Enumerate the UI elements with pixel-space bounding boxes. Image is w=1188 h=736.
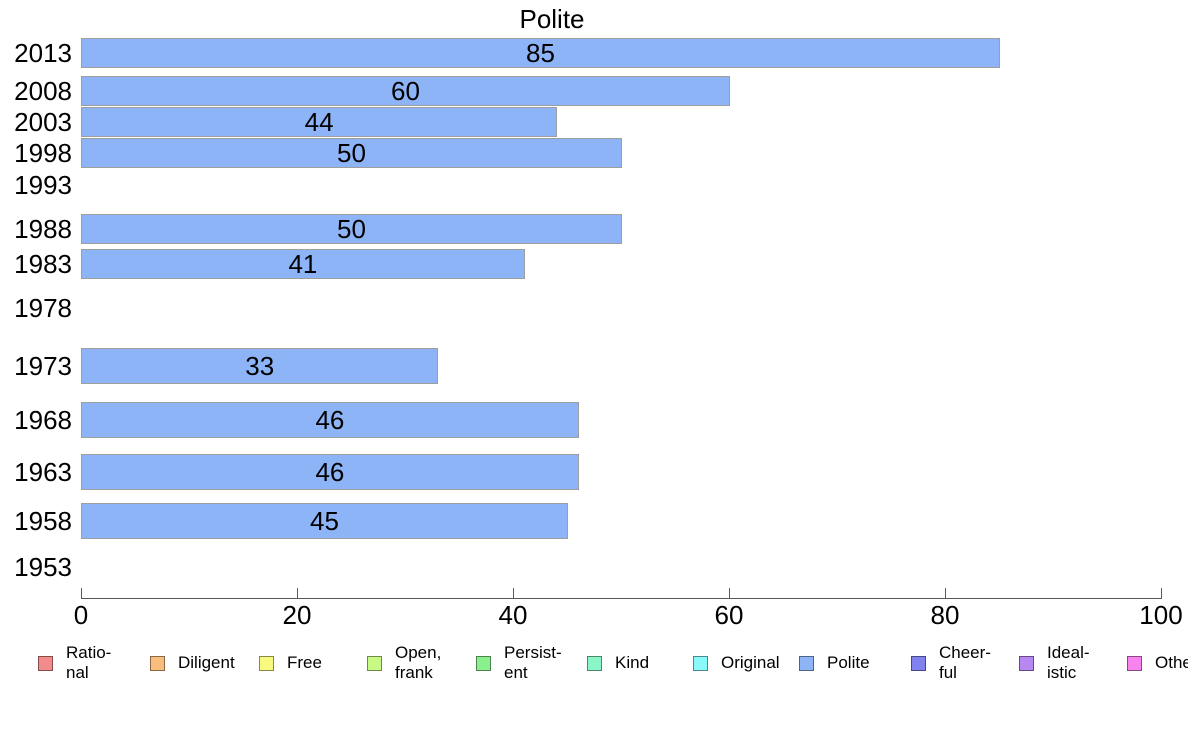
y-axis-label: 1958 — [14, 506, 72, 536]
bar-value-label: 85 — [526, 38, 555, 68]
bar-value-label: 45 — [310, 506, 339, 536]
bar-value-label: 41 — [288, 249, 318, 279]
x-tick — [729, 588, 730, 598]
bar-value-label: 50 — [337, 214, 366, 244]
legend-item: Persist- ent — [476, 642, 562, 684]
bar: 50 — [81, 214, 622, 244]
bar-value-label: 46 — [315, 405, 345, 435]
y-axis-label: 2003 — [14, 107, 72, 137]
legend-label: Polite — [827, 653, 870, 672]
legend-swatch — [693, 655, 708, 671]
bar: 46 — [81, 402, 579, 438]
y-axis-label: 1993 — [14, 170, 72, 200]
legend-item: Diligent — [150, 642, 235, 684]
bar: 45 — [81, 503, 568, 539]
y-axis-label: 1953 — [14, 552, 72, 582]
legend-item: Ratio- nal — [38, 642, 111, 684]
y-axis-label: 2013 — [14, 38, 72, 68]
legend-label: Diligent — [178, 653, 235, 672]
legend-label: Other — [1155, 653, 1188, 672]
bar-value-label: 44 — [304, 107, 334, 137]
legend-swatch — [799, 655, 814, 671]
y-axis-label: 2008 — [14, 76, 72, 106]
legend-swatch — [911, 655, 926, 671]
y-axis-label: 1988 — [14, 214, 72, 244]
legend-label: Persist- ent — [504, 643, 562, 682]
x-tick-label: 80 — [930, 600, 960, 630]
legend-label: Cheer- ful — [939, 643, 991, 682]
x-tick — [81, 588, 82, 598]
bar-value-label: 46 — [315, 457, 345, 487]
legend-label: Free — [287, 653, 322, 672]
bar: 46 — [81, 454, 579, 490]
legend-swatch — [1127, 655, 1142, 671]
x-tick-label: 20 — [282, 600, 312, 630]
y-axis-label: 1998 — [14, 138, 72, 168]
legend-swatch — [259, 655, 274, 671]
bar: 33 — [81, 348, 439, 384]
x-tick — [945, 588, 946, 598]
bar: 60 — [81, 76, 730, 106]
legend-label: Open, frank — [395, 643, 442, 682]
legend-item: Original — [693, 642, 780, 684]
y-axis-label: 1963 — [14, 457, 72, 487]
legend-label: Original — [721, 653, 780, 672]
legend-swatch — [1019, 655, 1034, 671]
bar: 41 — [81, 249, 525, 279]
y-axis-label: 1983 — [14, 249, 72, 279]
legend-item: Ideal- istic — [1019, 642, 1090, 684]
y-axis-label: 1973 — [14, 351, 72, 381]
bar: 44 — [81, 107, 558, 137]
x-tick-label: 40 — [498, 600, 528, 630]
x-tick-label: 100 — [1139, 600, 1183, 630]
x-tick-label: 60 — [714, 600, 744, 630]
x-tick — [513, 588, 514, 598]
legend-label: Ratio- nal — [66, 643, 112, 682]
x-tick — [297, 588, 298, 598]
legend-item: Free — [259, 642, 322, 684]
x-axis-line — [81, 598, 1162, 599]
legend-swatch — [38, 655, 53, 671]
bar: 85 — [81, 38, 1000, 68]
chart-title: Polite — [519, 4, 585, 34]
y-axis-label: 1978 — [14, 293, 72, 323]
y-axis-label: 1968 — [14, 405, 72, 435]
x-tick-label: 0 — [73, 600, 89, 630]
bar-value-label: 60 — [391, 76, 420, 106]
legend-item: Open, frank — [367, 642, 441, 684]
bar: 50 — [81, 138, 622, 168]
legend-label: Kind — [615, 653, 650, 672]
legend-item: Kind — [587, 642, 649, 684]
x-tick — [1161, 588, 1162, 598]
legend-item: Other — [1127, 642, 1188, 684]
legend-label: Ideal- istic — [1047, 643, 1090, 682]
legend-swatch — [367, 655, 382, 671]
legend-swatch — [476, 655, 491, 671]
bar-value-label: 50 — [337, 138, 366, 168]
legend-swatch — [587, 655, 602, 671]
legend-swatch — [150, 655, 165, 671]
legend-item: Polite — [799, 642, 870, 684]
legend-item: Cheer- ful — [911, 642, 991, 684]
bar-value-label: 33 — [245, 351, 275, 381]
